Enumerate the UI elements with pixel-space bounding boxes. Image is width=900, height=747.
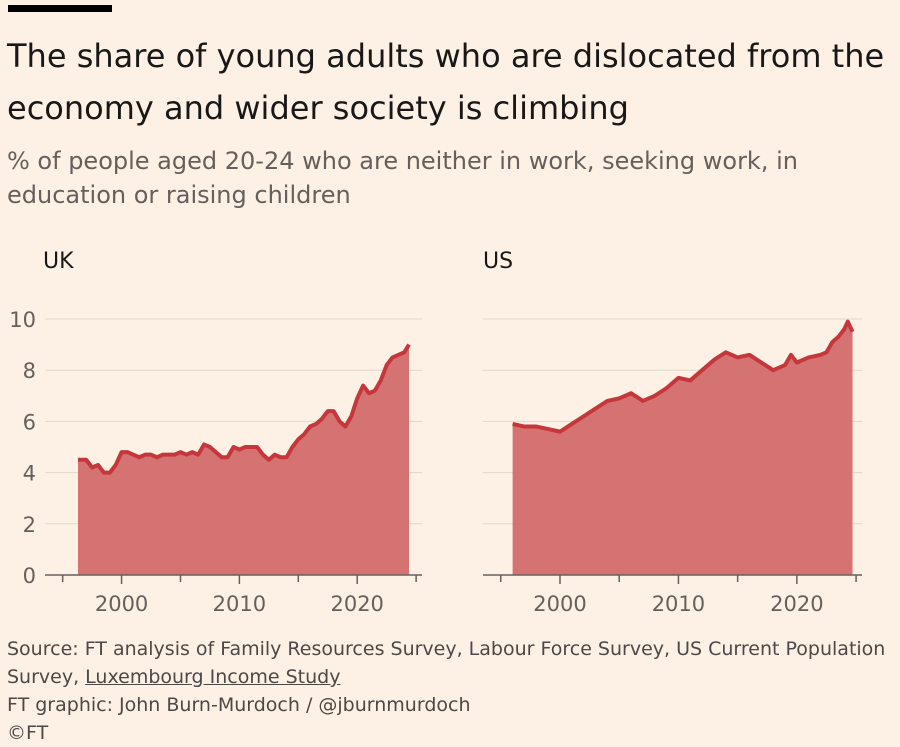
x-tick-label: 2020: [330, 592, 383, 616]
credit-line: FT graphic: John Burn-Murdoch / @jburnmu…: [7, 694, 471, 716]
y-tick-label: 8: [23, 359, 36, 383]
panel-title: US: [483, 249, 513, 274]
panel-uk: UK 0 2 4 6 8 10 2000 2010 2020: [9, 249, 422, 616]
source-link-lis[interactable]: Luxembourg Income Study: [85, 666, 341, 688]
chart-title: The share of young adults who are disloc…: [7, 37, 885, 127]
series-line: [512, 319, 855, 434]
source-text: Source: FT analysis of Family Resources …: [7, 638, 886, 688]
ft-brand-bar: [8, 5, 112, 12]
copyright: ©FT: [7, 722, 49, 744]
y-tick-label: 10: [9, 308, 36, 332]
chart-footer: Source: FT analysis of Family Resources …: [7, 635, 897, 747]
y-tick-label: 4: [23, 462, 36, 486]
y-tick-label: 6: [23, 410, 36, 434]
chart-subtitle: % of people aged 20-24 who are neither i…: [7, 147, 798, 209]
x-tick-label: 2000: [95, 592, 148, 616]
area-fill: [512, 321, 853, 575]
panel-us: US 2000 2010 2020: [483, 249, 862, 616]
x-tick-label: 2010: [213, 592, 266, 616]
x-tick-label: 2020: [770, 592, 823, 616]
y-tick-label: 2: [23, 513, 36, 537]
x-tick-label: 2010: [652, 592, 705, 616]
source-note: Source: FT analysis of Family Resources …: [7, 635, 897, 691]
chart-area: UK 0 2 4 6 8 10 2000 2010 2020 US 2000 2010 2020: [9, 249, 862, 616]
x-tick-label: 2000: [533, 592, 586, 616]
y-tick-label: 0: [23, 564, 36, 588]
panel-title: UK: [43, 249, 74, 274]
area-fill: [77, 344, 410, 575]
